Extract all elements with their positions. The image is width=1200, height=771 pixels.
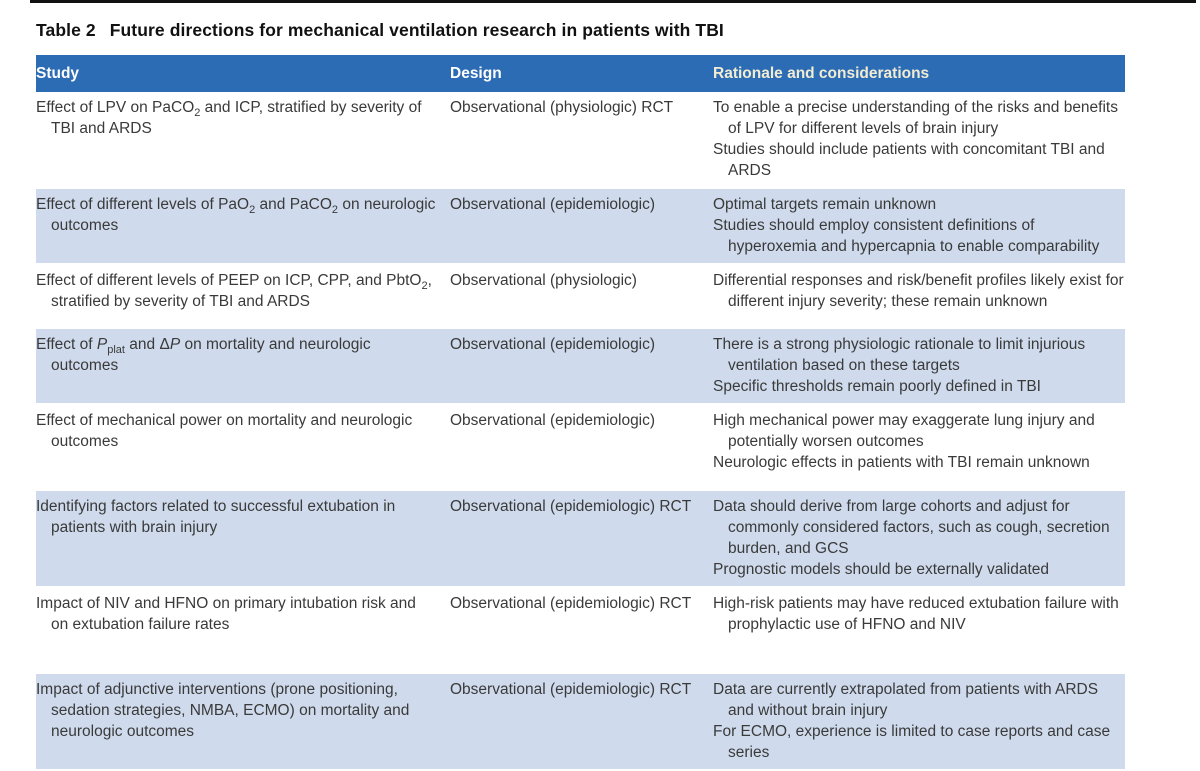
design-text: Observational (physiologic) RCT — [450, 99, 674, 116]
study-cell: Impact of NIV and HFNO on primary intuba… — [36, 593, 450, 666]
design-text: Observational (physiologic) — [450, 272, 637, 289]
rationale-text: High mechanical power may exaggerate lun… — [713, 412, 1095, 450]
design-cell: Observational (epidemiologic) RCT — [450, 679, 713, 763]
design-cell: Observational (epidemiologic) — [450, 194, 713, 257]
rationale-text: Studies should include patients with con… — [713, 141, 1105, 179]
rationale-text: For ECMO, experience is limited to case … — [713, 723, 1111, 761]
study-cell: Effect of LPV on PaCO2 and ICP, stratifi… — [36, 97, 450, 181]
rationale-cell: High-risk patients may have reduced extu… — [713, 593, 1125, 666]
table-header-row: Study Design Rationale and consideration… — [36, 55, 1125, 92]
rationale-text: High-risk patients may have reduced extu… — [713, 595, 1119, 633]
table-title-text: Future directions for mechanical ventila… — [109, 20, 724, 40]
study-text: Impact of NIV and HFNO on primary intuba… — [36, 595, 416, 633]
table-title: Table 2 Future directions for mechanical … — [36, 20, 1200, 41]
design-cell: Observational (epidemiologic) — [450, 410, 713, 483]
design-cell: Observational (physiologic) RCT — [450, 97, 713, 181]
design-text: Observational (epidemiologic) RCT — [450, 681, 692, 698]
column-header-design: Design — [450, 65, 502, 82]
design-cell: Observational (epidemiologic) RCT — [450, 593, 713, 666]
study-text: Effect of LPV on PaCO2 and ICP, stratifi… — [36, 99, 422, 137]
rationale-text: Optimal targets remain unknown — [713, 196, 937, 213]
table-row: Effect of Pplat and ΔP on mortality and … — [36, 329, 1125, 405]
design-cell: Observational (epidemiologic) RCT — [450, 496, 713, 580]
rationale-cell: Optimal targets remain unknown Studies s… — [713, 194, 1125, 257]
rationale-text: Prognostic models should be externally v… — [713, 561, 1050, 578]
rationale-text: Differential responses and risk/benefit … — [713, 272, 1124, 310]
study-cell: Identifying factors related to successfu… — [36, 496, 450, 580]
table-row: Effect of different levels of PEEP on IC… — [36, 265, 1125, 329]
column-header-rationale: Rationale and considerations — [713, 65, 930, 82]
study-cell: Impact of adjunctive interventions (pron… — [36, 679, 450, 763]
design-cell: Observational (physiologic) — [450, 270, 713, 321]
rationale-cell: Data are currently extrapolated from pat… — [713, 679, 1125, 763]
study-text: Effect of different levels of PEEP on IC… — [36, 272, 432, 310]
table-row: Effect of LPV on PaCO2 and ICP, stratifi… — [36, 92, 1125, 189]
table-row: Effect of different levels of PaO2 and P… — [36, 189, 1125, 265]
rationale-text: Studies should employ consistent definit… — [713, 217, 1100, 255]
table-row: Impact of NIV and HFNO on primary intuba… — [36, 588, 1125, 674]
design-text: Observational (epidemiologic) — [450, 412, 656, 429]
study-text: Effect of mechanical power on mortality … — [36, 412, 413, 450]
table-number: Table 2 — [36, 20, 96, 40]
rationale-cell: Differential responses and risk/benefit … — [713, 270, 1125, 321]
table-row: Identifying factors related to successfu… — [36, 491, 1125, 588]
rationale-text: To enable a precise understanding of the… — [713, 99, 1118, 137]
design-text: Observational (epidemiologic) — [450, 336, 656, 353]
study-cell: Effect of different levels of PEEP on IC… — [36, 270, 450, 321]
research-directions-table: Study Design Rationale and consideration… — [36, 55, 1125, 771]
table-row: Impact of adjunctive interventions (pron… — [36, 674, 1125, 771]
rationale-cell: High mechanical power may exaggerate lun… — [713, 410, 1125, 483]
column-header-study: Study — [36, 65, 80, 82]
study-text: Impact of adjunctive interventions (pron… — [36, 681, 410, 740]
top-rule — [30, 0, 1196, 3]
study-text: Effect of Pplat and ΔP on mortality and … — [36, 336, 371, 374]
rationale-cell: To enable a precise understanding of the… — [713, 97, 1125, 181]
study-cell: Effect of different levels of PaO2 and P… — [36, 194, 450, 257]
design-text: Observational (epidemiologic) — [450, 196, 656, 213]
design-cell: Observational (epidemiologic) — [450, 334, 713, 397]
design-text: Observational (epidemiologic) RCT — [450, 595, 692, 612]
study-cell: Effect of Pplat and ΔP on mortality and … — [36, 334, 450, 397]
rationale-text: Data should derive from large cohorts an… — [713, 498, 1110, 557]
design-text: Observational (epidemiologic) RCT — [450, 498, 692, 515]
study-cell: Effect of mechanical power on mortality … — [36, 410, 450, 483]
table-row: Effect of mechanical power on mortality … — [36, 405, 1125, 491]
rationale-text: Neurologic effects in patients with TBI … — [713, 454, 1090, 471]
rationale-text: Data are currently extrapolated from pat… — [713, 681, 1099, 719]
rationale-text: There is a strong physiologic rationale … — [713, 336, 1086, 374]
rationale-cell: Data should derive from large cohorts an… — [713, 496, 1125, 580]
rationale-cell: There is a strong physiologic rationale … — [713, 334, 1125, 397]
study-text: Identifying factors related to successfu… — [36, 498, 396, 536]
rationale-text: Specific thresholds remain poorly define… — [713, 378, 1041, 395]
study-text: Effect of different levels of PaO2 and P… — [36, 196, 436, 234]
